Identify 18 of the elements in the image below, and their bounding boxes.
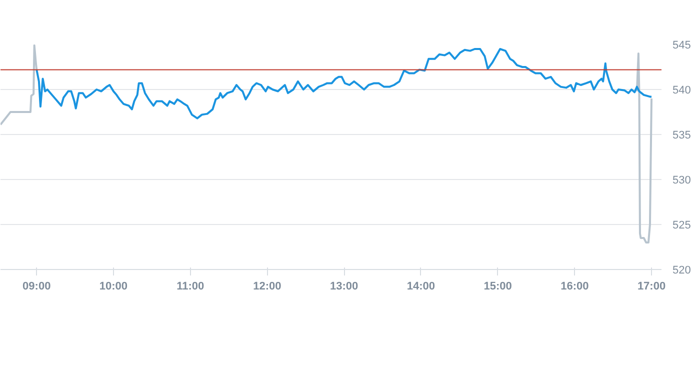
y-tick-label: 530: [672, 174, 691, 186]
x-tick-label: 15:00: [484, 280, 512, 292]
y-tick-label: 525: [672, 220, 691, 232]
x-tick-label: 14:00: [406, 280, 435, 292]
x-tick-label: 11:00: [176, 280, 204, 292]
x-tick-label: 09:00: [22, 280, 51, 292]
x-tick-label: 13:00: [330, 280, 358, 292]
y-tick-label: 545: [672, 40, 691, 52]
x-tick-label: 12:00: [253, 280, 282, 292]
x-tick-label: 10:00: [99, 280, 128, 292]
y-tick-label: 520: [672, 264, 691, 276]
y-tick-label: 540: [672, 84, 691, 96]
y-tick-label: 535: [672, 130, 691, 142]
line-series: [0, 44, 38, 126]
line-series: [36, 48, 653, 120]
x-tick-label: 16:00: [560, 280, 589, 292]
x-tick-label: 17:00: [637, 280, 666, 292]
line-series: [636, 52, 653, 244]
